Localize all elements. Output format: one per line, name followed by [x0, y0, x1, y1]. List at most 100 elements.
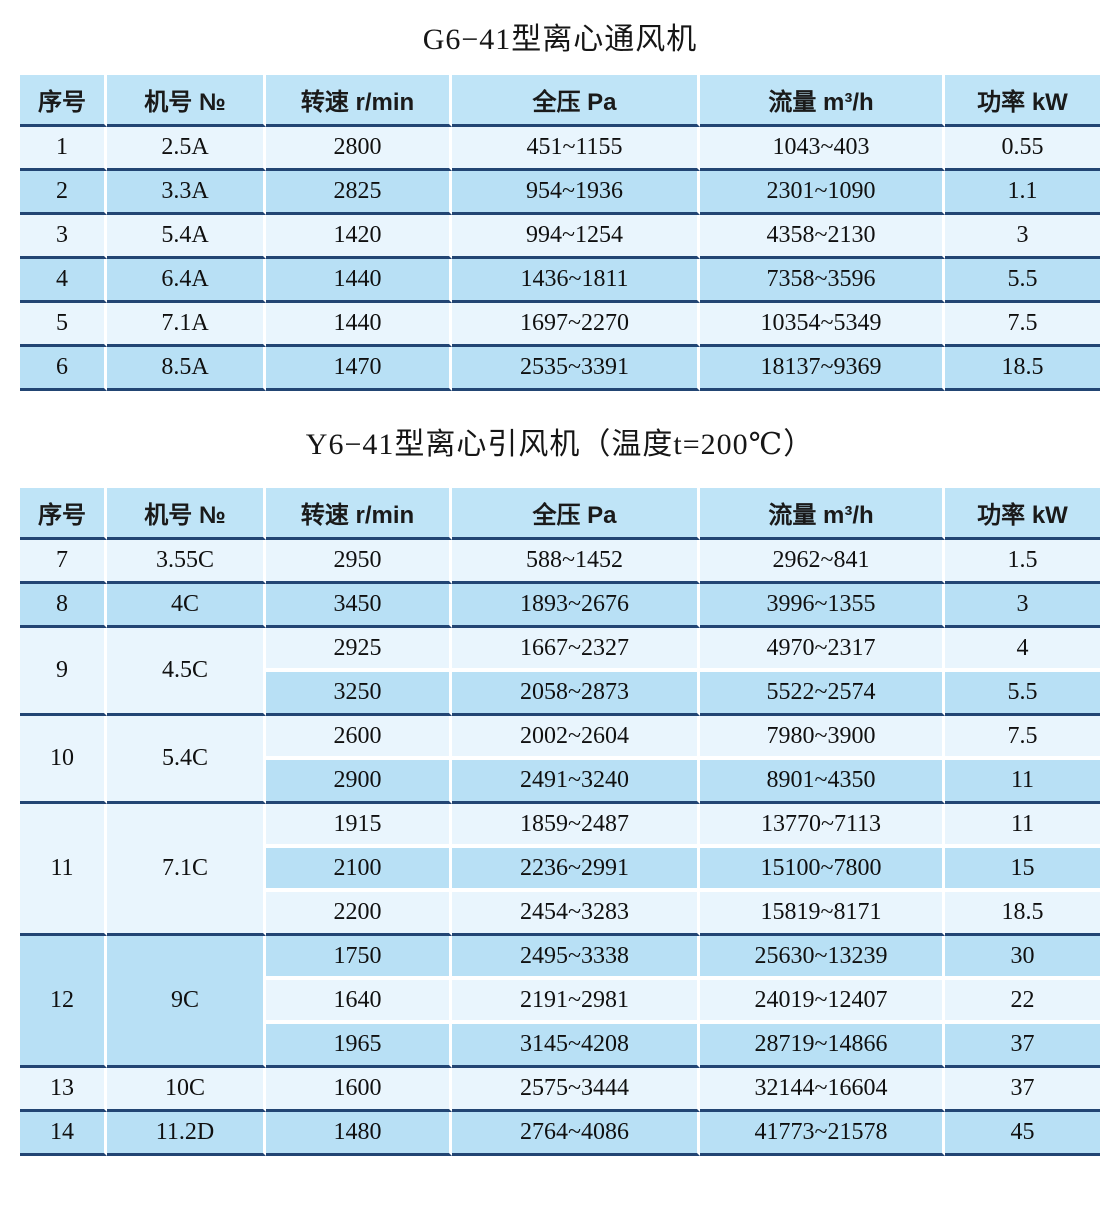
cell-pressure: 2495~3338 [452, 936, 700, 980]
fan-table-y6-41: 序号 机号 № 转速 r/min 全压 Pa 流量 m³/h 功率 kW 7 3.55C 295… [20, 488, 1100, 1156]
cell-speed: 2800 [266, 127, 452, 171]
cell-flow: 28719~14866 [700, 1024, 945, 1068]
table-row: 5 7.1A 1440 1697~2270 10354~5349 7.5 [20, 303, 1100, 347]
cell-seq-no: 9 [20, 628, 107, 716]
cell-flow: 15100~7800 [700, 848, 945, 892]
cell-seq-no: 14 [20, 1112, 107, 1156]
table-row: 6 8.5A 1470 2535~3391 18137~9369 18.5 [20, 347, 1100, 391]
cell-flow: 15819~8171 [700, 892, 945, 936]
cell-power: 3 [945, 215, 1100, 259]
cell-pressure: 1697~2270 [452, 303, 700, 347]
cell-speed: 2600 [266, 716, 452, 760]
cell-power: 22 [945, 980, 1100, 1024]
cell-flow: 32144~16604 [700, 1068, 945, 1112]
cell-power: 5.5 [945, 259, 1100, 303]
cell-speed: 2825 [266, 171, 452, 215]
cell-power: 37 [945, 1024, 1100, 1068]
col-header-speed: 转速 r/min [266, 488, 452, 540]
cell-pressure: 1667~2327 [452, 628, 700, 672]
cell-flow: 5522~2574 [700, 672, 945, 716]
cell-power: 1.5 [945, 540, 1100, 584]
cell-pressure: 2535~3391 [452, 347, 700, 391]
table1-title: G6−41型离心通风机 [422, 23, 698, 56]
cell-model-no: 8.5A [107, 347, 266, 391]
col-header-model: 机号 № [107, 75, 266, 127]
cell-model-no: 2.5A [107, 127, 266, 171]
col-header-power: 功率 kW [945, 75, 1100, 127]
col-header-no: 序号 [20, 75, 107, 127]
cell-power: 37 [945, 1068, 1100, 1112]
header-row: 序号 机号 № 转速 r/min 全压 Pa 流量 m³/h 功率 kW [20, 75, 1100, 127]
cell-pressure: 2058~2873 [452, 672, 700, 716]
cell-seq-no: 6 [20, 347, 107, 391]
cell-pressure: 2002~2604 [452, 716, 700, 760]
cell-pressure: 1893~2676 [452, 584, 700, 628]
cell-model-no: 9C [107, 936, 266, 1068]
cell-flow: 24019~12407 [700, 980, 945, 1024]
cell-flow: 2301~1090 [700, 171, 945, 215]
cell-flow: 25630~13239 [700, 936, 945, 980]
cell-seq-no: 3 [20, 215, 107, 259]
table-row: 2100 2236~2991 15100~7800 15 [20, 848, 1100, 892]
table-row: 7 3.55C 2950 588~1452 2962~841 1.5 [20, 540, 1100, 584]
cell-speed: 1750 [266, 936, 452, 980]
table-row: 2 3.3A 2825 954~1936 2301~1090 1.1 [20, 171, 1100, 215]
table-row: 4 6.4A 1440 1436~1811 7358~3596 5.5 [20, 259, 1100, 303]
cell-pressure: 1859~2487 [452, 804, 700, 848]
table-row: 12 9C 1750 2495~3338 25630~13239 30 [20, 936, 1100, 1068]
cell-speed: 3250 [266, 672, 452, 716]
table-row: 9 4.5C 2925 1667~2327 4970~2317 4 [20, 628, 1100, 716]
cell-speed: 1600 [266, 1068, 452, 1112]
cell-power: 4 [945, 628, 1100, 672]
cell-speed: 1470 [266, 347, 452, 391]
cell-model-no: 10C [107, 1068, 266, 1112]
cell-flow: 8901~4350 [700, 760, 945, 804]
cell-speed: 2200 [266, 892, 452, 936]
col-header-speed: 转速 r/min [266, 75, 452, 127]
cell-flow: 10354~5349 [700, 303, 945, 347]
cell-flow: 18137~9369 [700, 347, 945, 391]
cell-speed: 1640 [266, 980, 452, 1024]
cell-model-no: 5.4C [107, 716, 266, 804]
cell-seq-no: 2 [20, 171, 107, 215]
cell-power: 18.5 [945, 347, 1100, 391]
col-header-no: 序号 [20, 488, 107, 540]
cell-model-no: 4C [107, 584, 266, 628]
cell-flow: 1043~403 [700, 127, 945, 171]
cell-model-no: 3.3A [107, 171, 266, 215]
cell-seq-no: 10 [20, 716, 107, 804]
table-row: 10 5.4C 2600 2002~2604 7980~3900 7.5 [20, 716, 1100, 804]
cell-speed: 2950 [266, 540, 452, 584]
cell-power: 15 [945, 848, 1100, 892]
table-row: 14 11.2D 1480 2764~4086 41773~21578 45 [20, 1112, 1100, 1156]
cell-model-no: 5.4A [107, 215, 266, 259]
cell-speed: 2100 [266, 848, 452, 892]
cell-pressure: 451~1155 [452, 127, 700, 171]
cell-flow: 3996~1355 [700, 584, 945, 628]
cell-pressure: 994~1254 [452, 215, 700, 259]
cell-power: 18.5 [945, 892, 1100, 936]
cell-power: 11 [945, 804, 1100, 848]
table-row: 3250 2058~2873 5522~2574 5.5 [20, 672, 1100, 716]
cell-speed: 1965 [266, 1024, 452, 1068]
col-header-flow: 流量 m³/h [700, 488, 945, 540]
cell-speed: 1480 [266, 1112, 452, 1156]
cell-model-no: 4.5C [107, 628, 266, 716]
document-page: { "colors": { "row_light": "#e9f5fd", "r… [0, 22, 1120, 1212]
table-row: 13 10C 1600 2575~3444 32144~16604 37 [20, 1068, 1100, 1112]
table-row: 1965 3145~4208 28719~14866 37 [20, 1024, 1100, 1068]
cell-power: 0.55 [945, 127, 1100, 171]
cell-pressure: 2764~4086 [452, 1112, 700, 1156]
cell-power: 11 [945, 760, 1100, 804]
cell-seq-no: 5 [20, 303, 107, 347]
table-row: 2200 2454~3283 15819~8171 18.5 [20, 892, 1100, 936]
cell-seq-no: 12 [20, 936, 107, 1068]
table-row: 2900 2491~3240 8901~4350 11 [20, 760, 1100, 804]
cell-seq-no: 4 [20, 259, 107, 303]
cell-seq-no: 11 [20, 804, 107, 936]
cell-power: 7.5 [945, 303, 1100, 347]
cell-speed: 1440 [266, 303, 452, 347]
cell-speed: 3450 [266, 584, 452, 628]
cell-pressure: 2236~2991 [452, 848, 700, 892]
cell-pressure: 2191~2981 [452, 980, 700, 1024]
